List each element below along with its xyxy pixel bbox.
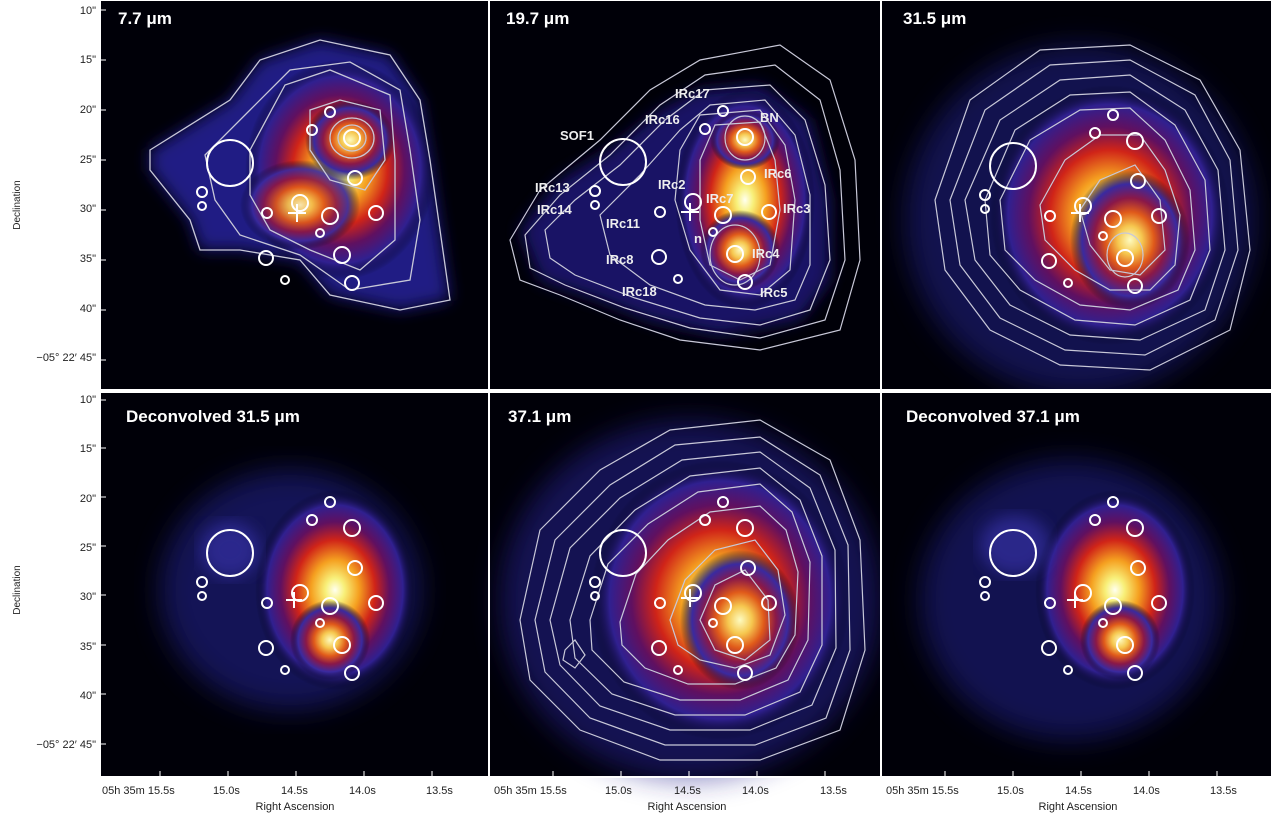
x-axis-panel-1: 05h 35m 15.5s 15.0s 14.5s 14.0s 13.5s Ri…	[102, 785, 453, 813]
y-axis: Declination Declination 10" 15" 20" 25" …	[12, 5, 96, 751]
x-axis-title: Right Ascension	[648, 801, 727, 813]
x-axis: 05h 35m 15.5s 15.0s 14.5s 14.0s 13.5s Ri…	[102, 785, 1237, 813]
y-tick: 20"	[80, 104, 96, 116]
label-irc8: IRc8	[606, 252, 633, 267]
y-tick: 15"	[80, 443, 96, 455]
x-tick: 05h 35m 15.5s	[494, 785, 567, 797]
source-labels: IRc17 BN IRc16 SOF1 IRc6 IRc2 IRc13 IRc7…	[535, 86, 810, 300]
x-tick: 14.5s	[281, 785, 308, 797]
label-n: n	[694, 231, 702, 246]
y-tick: 35"	[80, 641, 96, 653]
x-tick: 15.0s	[213, 785, 240, 797]
panel-title-4: Deconvolved 31.5 μm	[126, 407, 300, 426]
x-tick: 15.0s	[997, 785, 1024, 797]
panel-title-3: 31.5 μm	[903, 9, 966, 28]
panel-grid: 7.7 μm 19.7 μm	[99, 0, 1272, 780]
y-tick: 25"	[80, 542, 96, 554]
y-tick: −05° 22′ 45"	[36, 739, 96, 751]
x-tick: 14.0s	[349, 785, 376, 797]
source-markers	[196, 106, 384, 291]
label-irc5: IRc5	[760, 285, 787, 300]
panel-title-1: 7.7 μm	[118, 9, 172, 28]
y-tick: 40"	[80, 690, 96, 702]
label-sof1: SOF1	[560, 128, 594, 143]
y-tick: 15"	[80, 54, 96, 66]
label-irc18: IRc18	[622, 284, 657, 299]
panel-37-1um: 37.1 μm	[488, 391, 882, 780]
label-irc16: IRc16	[645, 112, 680, 127]
y-tick: 10"	[80, 5, 96, 17]
y-axis-title-bottom: Declination	[12, 565, 23, 614]
label-irc2: IRc2	[658, 177, 685, 192]
x-tick: 13.5s	[426, 785, 453, 797]
x-axis-title: Right Ascension	[1039, 801, 1118, 813]
panel-title-2: 19.7 μm	[506, 9, 569, 28]
tick-marks	[100, 9, 1218, 777]
y-tick: 30"	[80, 591, 96, 603]
x-axis-title: Right Ascension	[256, 801, 335, 813]
y-tick: 10"	[80, 394, 96, 406]
y-axis-title-top: Declination	[12, 180, 23, 229]
label-irc3: IRc3	[783, 201, 810, 216]
y-tick: 30"	[80, 203, 96, 215]
label-irc7: IRc7	[706, 191, 733, 206]
y-tick: 40"	[80, 303, 96, 315]
x-tick: 14.0s	[742, 785, 769, 797]
marker-crosses	[288, 204, 306, 222]
x-tick: 05h 35m 15.5s	[102, 785, 175, 797]
x-tick: 13.5s	[820, 785, 847, 797]
x-tick: 14.5s	[674, 785, 701, 797]
label-irc4: IRc4	[752, 246, 780, 261]
x-tick: 14.0s	[1133, 785, 1160, 797]
label-bn: BN	[760, 110, 779, 125]
y-tick: 35"	[80, 253, 96, 265]
panel-deconvolved-37-1um: Deconvolved 37.1 μm	[880, 391, 1272, 778]
panel-19-7um: 19.7 μm	[488, 0, 882, 391]
x-axis-panel-3: 05h 35m 15.5s 15.0s 14.5s 14.0s 13.5s Ri…	[886, 785, 1237, 813]
label-irc11: IRc11	[606, 216, 640, 231]
x-tick: 14.5s	[1065, 785, 1092, 797]
x-axis-panel-2: 05h 35m 15.5s 15.0s 14.5s 14.0s 13.5s Ri…	[494, 785, 847, 813]
x-tick: 15.0s	[605, 785, 632, 797]
label-irc13: IRc13	[535, 180, 570, 195]
x-tick: 05h 35m 15.5s	[886, 785, 959, 797]
panel-title-6: Deconvolved 37.1 μm	[906, 407, 1080, 426]
panel-title-5: 37.1 μm	[508, 407, 571, 426]
label-irc6: IRc6	[764, 166, 791, 181]
y-tick: 25"	[80, 154, 96, 166]
y-tick: 20"	[80, 493, 96, 505]
label-irc14: IRc14	[537, 202, 572, 217]
label-irc17: IRc17	[675, 86, 710, 101]
panel-deconvolved-31-5um: Deconvolved 31.5 μm	[99, 391, 490, 778]
panel-31-5um: 31.5 μm	[880, 0, 1272, 395]
panel-7-7um: 7.7 μm	[99, 0, 490, 391]
y-tick: −05° 22′ 45"	[36, 352, 96, 364]
x-tick: 13.5s	[1210, 785, 1237, 797]
